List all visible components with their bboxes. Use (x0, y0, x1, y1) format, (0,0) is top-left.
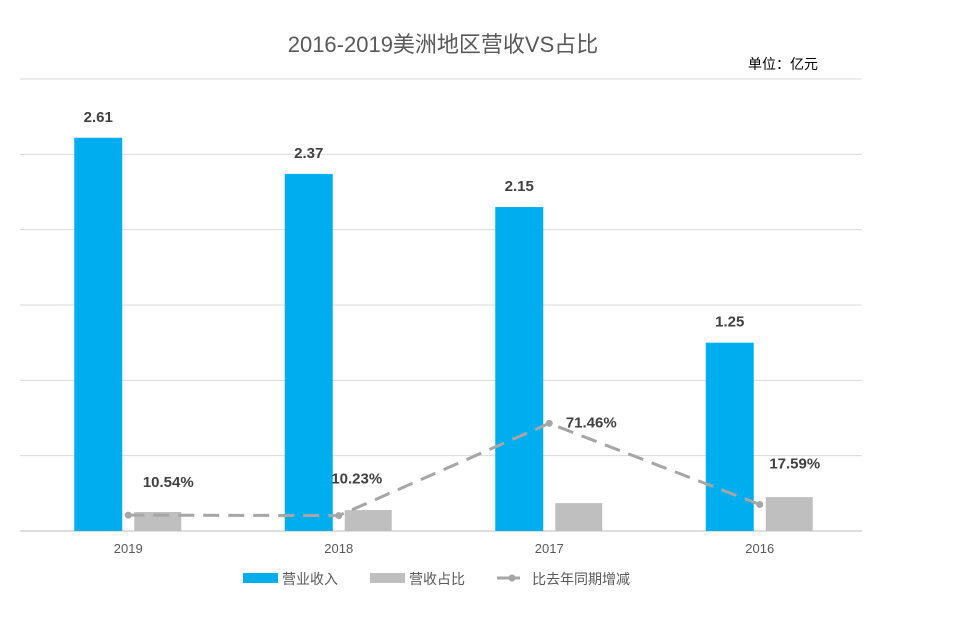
yoy-point-2019 (124, 511, 132, 519)
revenue-bar-2019 (74, 137, 123, 531)
unit-label: 单位：亿元 (748, 56, 818, 72)
yoy-line-path (128, 421, 761, 518)
revenue-label-2017: 2.15 (505, 178, 534, 195)
yoy-point-2018 (335, 512, 343, 520)
share-bar-2016 (765, 497, 813, 531)
x-axis: 2019 2018 2017 2016 (114, 541, 774, 556)
revenue-label-2016: 1.25 (715, 314, 744, 331)
share-bar-2017 (555, 503, 603, 531)
yoy-point-2016 (756, 500, 764, 508)
data-labels: 2.61 2.37 2.15 1.25 10.54% 10.23% 71.46% 17.59% (84, 109, 821, 491)
yoy-label-2019: 10.54% (143, 474, 194, 491)
share-bar-2018 (344, 510, 392, 531)
revenue-bar-2017 (495, 207, 544, 532)
chart-title: 2016-2019美洲地区营收VS占比 (288, 32, 599, 57)
x-tick-2019: 2019 (114, 541, 143, 556)
yoy-label-2016: 17.59% (769, 455, 820, 472)
yoy-point-2017 (545, 419, 553, 427)
legend-label-revenue: 营业收入 (282, 571, 338, 587)
legend-swatch-share (370, 573, 405, 583)
gridlines (20, 78, 862, 532)
legend-swatch-revenue (243, 573, 278, 583)
yoy-line (124, 419, 764, 520)
share-bar-2019 (134, 512, 182, 531)
revenue-label-2018: 2.37 (294, 145, 323, 162)
yoy-label-2018: 10.23% (331, 471, 382, 488)
x-tick-2018: 2018 (324, 541, 353, 556)
revenue-bar-2016 (705, 342, 754, 531)
legend-label-yoy: 比去年同期增减 (532, 571, 630, 587)
legend-marker-yoy (508, 574, 516, 582)
x-tick-2017: 2017 (535, 541, 564, 556)
revenue-label-2019: 2.61 (84, 109, 113, 126)
legend: 营业收入 营收占比 比去年同期增减 (243, 571, 630, 587)
yoy-label-2017: 71.46% (566, 414, 617, 431)
legend-label-share: 营收占比 (409, 571, 465, 587)
bars (74, 137, 813, 532)
x-tick-2016: 2016 (745, 541, 774, 556)
revenue-bar-2018 (284, 173, 333, 532)
